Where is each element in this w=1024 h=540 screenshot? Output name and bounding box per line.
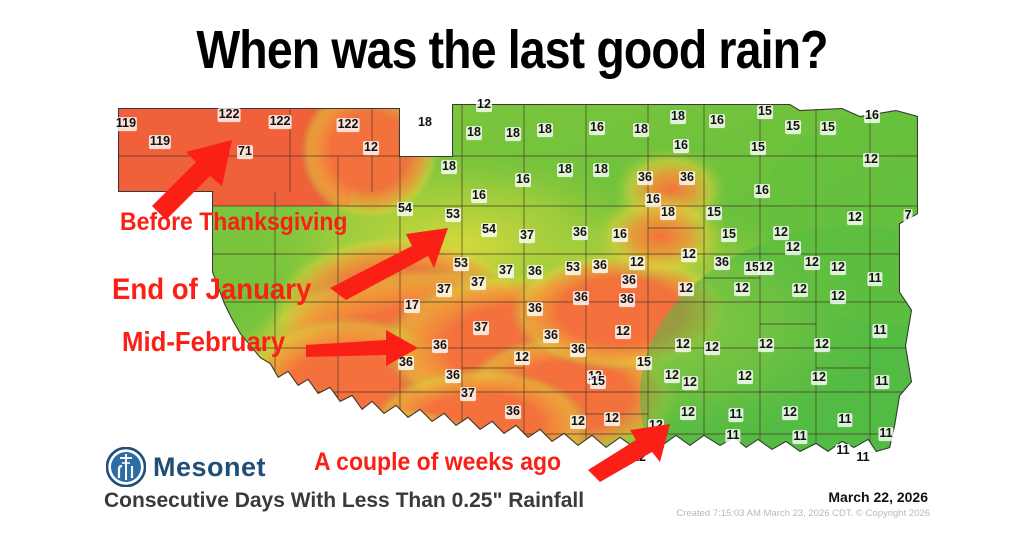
- copyright-credit: Created 7:15:03 AM March 23, 2026 CDT. ©…: [676, 508, 930, 519]
- annotation-couple-weeks-ago: A couple of weeks ago: [314, 448, 562, 476]
- annotation-mid-february: Mid-February: [122, 326, 286, 357]
- page-title: When was the last good rain?: [196, 20, 828, 80]
- annotation-end-of-january: End of January: [112, 273, 312, 306]
- map-date: March 22, 2026: [828, 489, 928, 505]
- mesonet-logo-text: Mesonet: [153, 451, 267, 482]
- mesonet-logo[interactable]: Mesonet: [106, 447, 266, 487]
- map-caption: Consecutive Days With Less Than 0.25" Ra…: [104, 489, 585, 512]
- annotation-before-thanksgiving: Before Thanksgiving: [120, 208, 348, 236]
- mesonet-tower-logo-icon: [106, 447, 146, 487]
